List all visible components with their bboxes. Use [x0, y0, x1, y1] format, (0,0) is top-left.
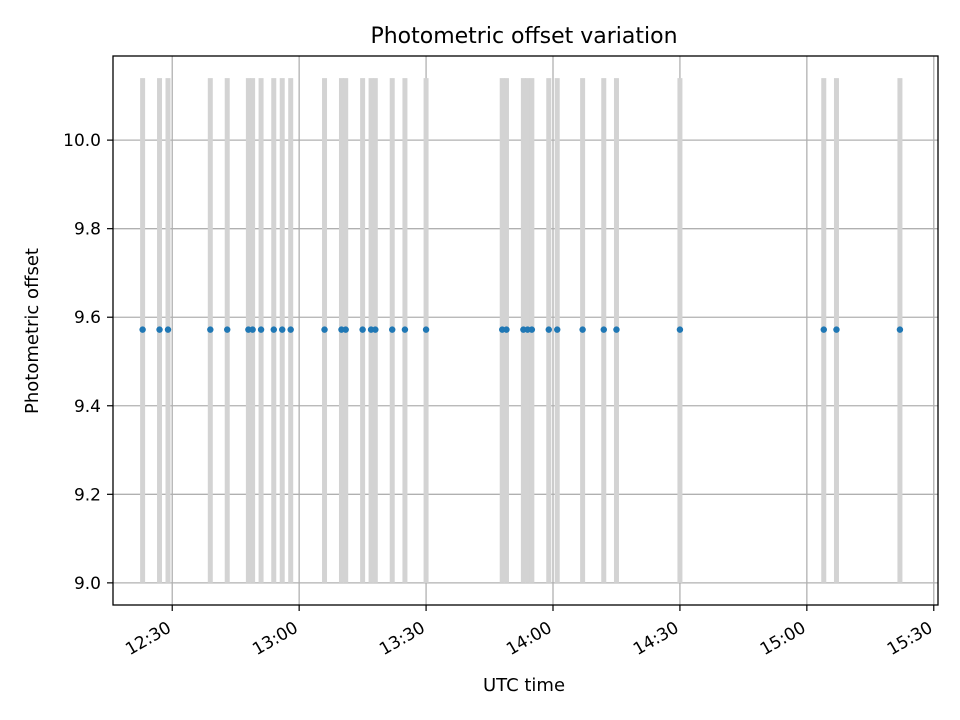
data-point	[600, 326, 607, 333]
data-point	[224, 326, 231, 333]
data-point	[321, 326, 328, 333]
y-tick-label: 10.0	[63, 131, 101, 151]
x-tick-label: 14:00	[503, 618, 555, 660]
data-point	[389, 326, 396, 333]
x-tick-label: 13:30	[376, 618, 428, 660]
data-point	[401, 326, 409, 333]
data-point	[359, 326, 366, 333]
data-point	[257, 326, 265, 333]
x-tick-label: 15:00	[757, 618, 809, 660]
data-point	[503, 326, 510, 333]
x-tick-label: 12:30	[122, 618, 174, 660]
y-axis: 9.0 9.2 9.4 9.6 9.8 10.0	[63, 131, 113, 594]
data-point	[156, 326, 163, 333]
data-point	[422, 326, 430, 333]
x-axis-label: UTC time	[483, 675, 565, 696]
y-axis-label: Photometric offset	[22, 248, 43, 414]
y-tick-label: 9.0	[74, 574, 101, 594]
data-point	[676, 326, 684, 333]
data-point	[896, 326, 904, 333]
data-point	[287, 326, 294, 333]
data-point	[164, 326, 172, 333]
plot-frame	[112, 55, 939, 606]
x-tick-label: 13:00	[249, 618, 301, 660]
data-point	[372, 326, 379, 333]
y-tick-label: 9.8	[74, 220, 101, 240]
data-point	[613, 326, 620, 333]
data-point	[249, 326, 256, 333]
chart-title: Photometric offset variation	[370, 24, 677, 49]
y-tick-label: 9.6	[74, 308, 101, 328]
y-tick-label: 9.4	[74, 397, 101, 417]
data-point	[279, 326, 286, 333]
data-point	[342, 326, 349, 333]
data-point	[820, 326, 827, 333]
data-point	[270, 326, 277, 333]
data-point	[528, 326, 536, 333]
x-tick-label: 15:30	[884, 618, 936, 660]
data-point	[833, 326, 840, 333]
data-point	[579, 326, 586, 333]
data-point	[207, 326, 214, 333]
y-tick-label: 9.2	[74, 485, 101, 505]
data-point	[545, 326, 552, 333]
data-point	[139, 326, 146, 333]
x-axis: 12:30 13:00 13:30 14:00 14:30 15:00 15:30	[122, 605, 936, 660]
data-point	[554, 326, 561, 333]
data-points	[139, 326, 904, 333]
x-tick-label: 14:30	[630, 618, 682, 660]
